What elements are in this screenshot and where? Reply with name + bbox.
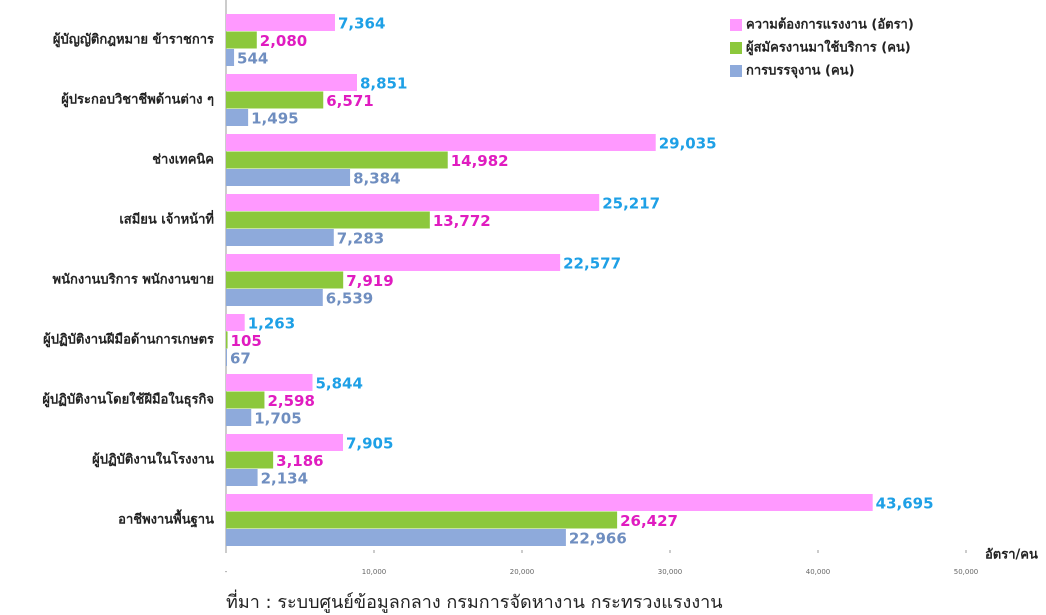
y-tick-label: ผู้ปฏิบัติงานโดยใช้ฝีมือในธุรกิจ bbox=[42, 391, 214, 408]
bar bbox=[226, 349, 227, 366]
bar bbox=[226, 374, 313, 391]
value-label: 1,705 bbox=[254, 410, 301, 428]
value-label: 6,539 bbox=[326, 290, 373, 308]
value-label: 13,772 bbox=[433, 212, 491, 230]
bar bbox=[226, 229, 334, 246]
value-label: 5,844 bbox=[315, 375, 362, 393]
value-label: 8,384 bbox=[353, 170, 400, 188]
value-label: 29,035 bbox=[659, 135, 717, 153]
value-label: 8,851 bbox=[360, 75, 407, 93]
bar bbox=[226, 529, 566, 546]
y-tick-label: ผู้ประกอบวิชาชีพด้านต่าง ๆ bbox=[61, 92, 214, 108]
bar bbox=[226, 91, 324, 109]
bar bbox=[226, 194, 600, 211]
value-label: 43,695 bbox=[876, 495, 934, 513]
x-axis-label: อัตรา/คน bbox=[985, 548, 1038, 563]
y-tick-label: ผู้ปฏิบัติงานในโรงงาน bbox=[92, 451, 214, 468]
legend-label: การบรรจุงาน (คน) bbox=[746, 64, 855, 79]
legend-swatch bbox=[730, 42, 742, 54]
value-label: 7,364 bbox=[338, 15, 385, 33]
value-label: 1,263 bbox=[248, 315, 295, 333]
bar bbox=[226, 31, 257, 49]
value-label: 22,966 bbox=[569, 530, 627, 548]
y-tick-label: เสมียน เจ้าหน้าที่ bbox=[119, 210, 214, 228]
value-label: 2,598 bbox=[267, 392, 314, 410]
source-note: ที่มา : ระบบศูนย์ข้อมูลกลาง กรมการจัดหาง… bbox=[226, 589, 723, 613]
bar bbox=[226, 271, 344, 289]
bar bbox=[226, 49, 235, 66]
legend-swatch bbox=[730, 65, 742, 77]
value-label: 7,919 bbox=[346, 272, 393, 290]
y-tick-label: พนักงานบริการ พนักงานขาย bbox=[53, 273, 214, 288]
x-tick-label: 40,000 bbox=[806, 568, 831, 576]
value-label: 1,495 bbox=[251, 110, 298, 128]
value-label: 105 bbox=[231, 332, 262, 350]
bar bbox=[226, 511, 618, 529]
value-label: 22,577 bbox=[563, 255, 621, 273]
x-tick-label: 50,000 bbox=[954, 568, 979, 576]
x-tick-label: 20,000 bbox=[510, 568, 535, 576]
legend-label: ความต้องการแรงงาน (อัตรา) bbox=[746, 17, 914, 33]
value-label: 2,080 bbox=[260, 32, 307, 50]
bar bbox=[226, 14, 335, 31]
bar bbox=[226, 409, 252, 426]
x-tick-label: 10,000 bbox=[362, 568, 387, 576]
bar bbox=[226, 134, 656, 151]
bar bbox=[226, 331, 228, 349]
value-label: 14,982 bbox=[451, 152, 509, 170]
bar bbox=[226, 109, 249, 126]
bar bbox=[226, 74, 357, 91]
y-tick-label: ผู้บัญญัติกฎหมาย ข้าราชการ bbox=[53, 32, 214, 48]
bar bbox=[226, 254, 561, 271]
y-tick-label: ผู้ปฏิบัติงานฝีมือด้านการเกษตร bbox=[43, 332, 214, 348]
bar bbox=[226, 211, 430, 229]
value-label: 6,571 bbox=[326, 92, 373, 110]
value-label: 67 bbox=[230, 350, 251, 368]
value-label: 2,134 bbox=[261, 470, 308, 488]
bar bbox=[226, 391, 265, 409]
x-tick-label: - bbox=[225, 568, 228, 576]
value-label: 7,905 bbox=[346, 435, 393, 453]
value-label: 544 bbox=[237, 50, 268, 68]
value-label: 3,186 bbox=[276, 452, 323, 470]
y-tick-label: อาชีพงานพื้นฐาน bbox=[118, 509, 214, 529]
bar bbox=[226, 169, 351, 186]
bar bbox=[226, 314, 245, 331]
legend-swatch bbox=[730, 19, 742, 31]
value-label: 26,427 bbox=[620, 512, 678, 530]
x-tick-label: 30,000 bbox=[658, 568, 683, 576]
bar bbox=[226, 451, 274, 469]
bar bbox=[226, 469, 258, 486]
bar bbox=[226, 151, 448, 169]
bar bbox=[226, 494, 873, 511]
legend-label: ผู้สมัครงานมาใช้บริการ (คน) bbox=[746, 39, 911, 56]
y-tick-label: ช่างเทคนิค bbox=[152, 153, 214, 168]
value-label: 25,217 bbox=[602, 195, 660, 213]
bar bbox=[226, 434, 343, 451]
value-label: 7,283 bbox=[337, 230, 384, 248]
bar bbox=[226, 289, 323, 306]
